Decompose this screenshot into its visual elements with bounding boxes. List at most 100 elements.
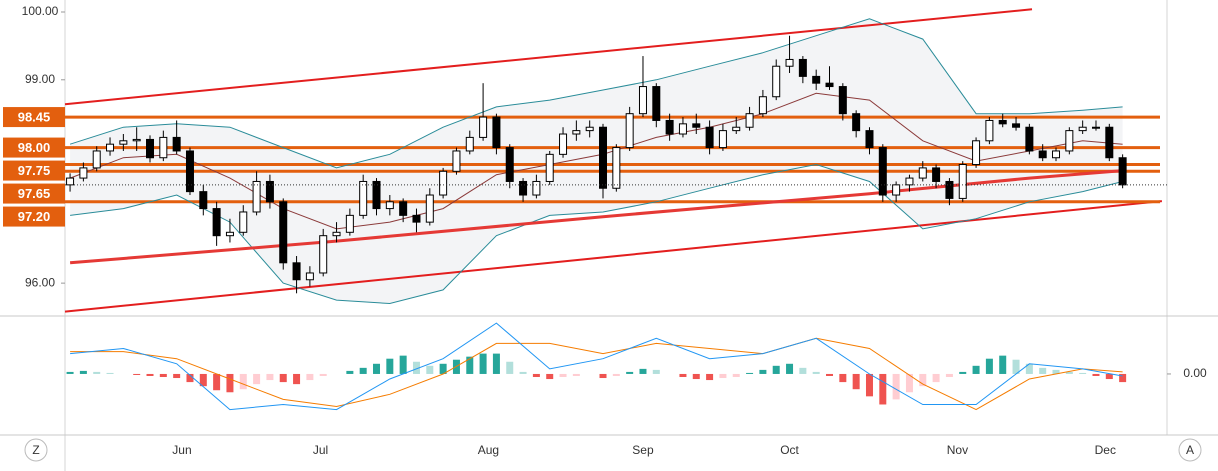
candle-body [772, 65, 781, 98]
histogram-bar [812, 371, 820, 374]
candle-body [279, 201, 288, 264]
candle-body [972, 140, 981, 166]
candle-body [785, 58, 794, 67]
histogram-bar [253, 373, 261, 385]
signal-line [70, 337, 1123, 411]
candle-body [825, 82, 834, 88]
histogram-bar [826, 373, 834, 376]
histogram-bar [1065, 371, 1073, 374]
histogram-bar [839, 373, 847, 383]
candle-body [1091, 126, 1100, 129]
moving-average [69, 169, 1123, 265]
histogram-bar [412, 361, 420, 374]
histogram-bar [213, 373, 221, 391]
histogram-bar [1119, 373, 1127, 383]
candle-body [119, 140, 128, 145]
x-tick-label: Jul [313, 443, 328, 457]
histogram-bar [972, 365, 980, 374]
histogram-bar [626, 371, 634, 374]
histogram-bar [319, 373, 327, 376]
candle-body [732, 126, 741, 132]
level-label-box [3, 206, 65, 227]
histogram-bar [279, 373, 287, 383]
histogram-bar [1105, 373, 1113, 380]
candle-body [212, 208, 221, 237]
histogram-bar [1052, 369, 1060, 374]
histogram-bar [932, 373, 940, 383]
candle-body [492, 116, 501, 149]
histogram-bar [559, 373, 567, 378]
candle-body [185, 150, 194, 193]
candle-body [479, 116, 488, 138]
candle-body [945, 180, 954, 199]
button-circle[interactable] [24, 438, 48, 462]
histogram-bar [706, 373, 714, 381]
histogram-bar [959, 371, 967, 374]
candle-body [985, 119, 994, 142]
candle-body [865, 130, 874, 149]
macd-line [70, 322, 1123, 411]
candle-body [545, 153, 554, 182]
candle-body [465, 136, 474, 152]
histogram-bar [426, 365, 434, 374]
candle-body [892, 184, 901, 196]
level-label: 97.20 [18, 209, 51, 224]
candle-body [132, 138, 141, 142]
histogram-bar [293, 373, 301, 385]
histogram-bar [746, 372, 754, 374]
histogram-bar [572, 373, 580, 376]
level-label: 97.65 [18, 186, 51, 201]
histogram-bar [439, 363, 447, 374]
candle-body [1052, 150, 1061, 159]
candle-body [1065, 130, 1074, 152]
histogram-bar [879, 373, 887, 405]
histogram-bar [852, 373, 860, 390]
histogram-bar [892, 373, 900, 400]
histogram-bar [306, 373, 314, 381]
button-label[interactable]: A [1186, 443, 1194, 457]
band-lower [70, 163, 1123, 305]
histogram-bar [1092, 373, 1100, 376]
candle-body [505, 147, 514, 182]
histogram-bar [652, 369, 660, 374]
candle-body [225, 231, 234, 237]
candle-body [1078, 126, 1087, 132]
candle-body [532, 180, 541, 196]
histogram-bar [506, 361, 514, 374]
histogram-bar [79, 370, 87, 374]
candle-body [79, 167, 88, 179]
candle-body [599, 126, 608, 189]
histogram-bar [1039, 367, 1047, 374]
level-label-box [3, 183, 65, 204]
x-tick-label: Aug [478, 443, 499, 457]
level-label: 97.75 [18, 163, 51, 178]
button-circle[interactable] [1178, 438, 1202, 462]
histogram-bar [239, 373, 247, 390]
histogram-bar [186, 373, 194, 383]
histogram-bar [346, 370, 354, 374]
candle-body [852, 113, 861, 132]
x-tick-label: Jun [172, 443, 191, 457]
x-tick-label: Nov [947, 443, 968, 457]
histogram-bar [772, 365, 780, 374]
button-label[interactable]: Z [32, 443, 39, 457]
left-button[interactable]: Z [24, 438, 48, 462]
candle-body [745, 113, 754, 128]
right-button[interactable]: A [1178, 438, 1202, 462]
candle-body [1118, 157, 1127, 186]
candle-body [758, 96, 767, 115]
band-upper [69, 18, 1123, 169]
level-label: 98.00 [18, 140, 51, 155]
candle-body [1012, 123, 1021, 128]
candle-body [425, 194, 434, 223]
candle-body [439, 170, 448, 196]
histogram-bar [133, 373, 141, 375]
candle-body [958, 164, 967, 199]
candle-body [92, 150, 101, 169]
candle-body [559, 133, 568, 155]
candle-body [878, 147, 887, 196]
histogram-bar [985, 358, 993, 374]
candle-body [572, 130, 581, 135]
y-tick-label: 0.00 [1183, 366, 1207, 380]
